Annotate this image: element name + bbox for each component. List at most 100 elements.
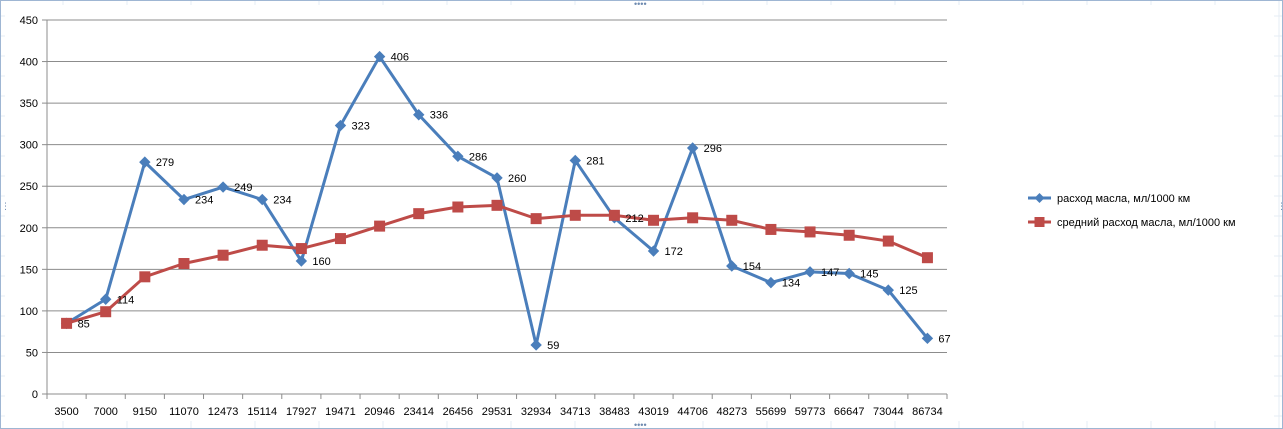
y-tick-label: 150 <box>20 264 38 276</box>
x-tick-label: 19471 <box>325 406 356 418</box>
data-point[interactable] <box>256 239 268 251</box>
data-point[interactable] <box>687 212 699 224</box>
data-point[interactable] <box>882 235 894 247</box>
data-label: 114 <box>117 294 135 306</box>
series-layer <box>60 50 934 351</box>
data-point[interactable] <box>413 208 425 220</box>
data-label: 281 <box>586 155 604 167</box>
data-point[interactable] <box>804 266 816 278</box>
x-tick-label: 9150 <box>133 406 157 418</box>
data-point[interactable] <box>217 181 229 193</box>
x-tick-label: 73044 <box>873 406 904 418</box>
data-point[interactable] <box>921 332 934 345</box>
data-label: 234 <box>195 195 213 207</box>
legend-marker <box>1034 193 1045 203</box>
data-point[interactable] <box>100 306 112 318</box>
data-label: 249 <box>234 182 252 194</box>
data-point[interactable] <box>178 258 190 270</box>
x-tick-label: 86734 <box>912 406 943 418</box>
data-label: 336 <box>430 110 448 122</box>
y-tick-label: 400 <box>20 57 38 69</box>
data-point[interactable] <box>530 339 542 351</box>
data-label: 286 <box>469 151 487 163</box>
data-point[interactable] <box>726 260 738 272</box>
x-tick-label: 32934 <box>521 406 552 418</box>
data-point[interactable] <box>882 284 895 296</box>
data-point[interactable] <box>608 209 620 221</box>
x-tick-label: 48273 <box>716 406 747 418</box>
legend-marker <box>1034 217 1045 227</box>
data-point[interactable] <box>843 267 855 280</box>
data-label: 260 <box>508 173 526 185</box>
data-point[interactable] <box>765 276 777 289</box>
x-tick-label: 12473 <box>208 406 239 418</box>
data-label: 160 <box>312 256 330 268</box>
resize-handle-top[interactable]: •••• <box>634 0 647 9</box>
legend: расход масла, мл/1000 км средний расход м… <box>1028 193 1236 229</box>
data-point[interactable] <box>491 172 503 184</box>
data-point[interactable] <box>413 109 425 121</box>
data-point[interactable] <box>374 220 386 232</box>
y-tick-label: 100 <box>20 306 38 318</box>
data-point[interactable] <box>334 119 347 132</box>
resize-handle-right[interactable]: ⋮ <box>1277 202 1282 211</box>
x-tick-label: 66647 <box>834 406 865 418</box>
data-label: 323 <box>351 121 369 133</box>
data-label: 172 <box>665 246 683 258</box>
data-point[interactable] <box>569 154 581 167</box>
data-point[interactable] <box>452 150 464 163</box>
data-point[interactable] <box>726 214 738 226</box>
data-label: 147 <box>821 267 839 279</box>
data-label: 125 <box>899 285 917 297</box>
x-tick-label: 59773 <box>795 406 826 418</box>
legend-entry-label: расход масла, мл/1000 км <box>1057 193 1190 205</box>
resize-handle-bottom[interactable]: •••• <box>634 420 647 429</box>
data-point[interactable] <box>139 156 151 168</box>
resize-handle-left[interactable]: ⋮ <box>1 202 10 211</box>
data-point[interactable] <box>373 50 386 63</box>
data-point[interactable] <box>61 317 73 329</box>
series-line-2 <box>66 203 929 325</box>
data-label: 234 <box>273 195 291 207</box>
data-point[interactable] <box>256 193 268 206</box>
x-tick-label: 38483 <box>599 406 630 418</box>
data-point[interactable] <box>139 271 151 283</box>
x-tick-label: 23414 <box>403 406 434 418</box>
data-point[interactable] <box>921 252 933 264</box>
data-label: 145 <box>860 268 878 280</box>
data-point[interactable] <box>530 213 542 225</box>
data-label: 67 <box>938 333 950 345</box>
y-tick-label: 50 <box>26 347 38 359</box>
data-point[interactable] <box>452 201 464 213</box>
data-label: 85 <box>78 318 90 330</box>
data-point[interactable] <box>178 193 190 206</box>
data-label: 154 <box>743 261 761 273</box>
data-point[interactable] <box>765 223 777 235</box>
data-point[interactable] <box>295 255 308 267</box>
data-point[interactable] <box>843 229 855 241</box>
data-point[interactable] <box>569 209 581 221</box>
axes <box>42 19 948 399</box>
data-point[interactable] <box>804 226 816 238</box>
y-tick-label: 350 <box>20 98 38 110</box>
data-point[interactable] <box>217 249 229 261</box>
data-point[interactable] <box>334 233 346 245</box>
data-labels: 85 114 279 234 249 234 160 323 406 336 286 260 59 281… <box>78 52 951 352</box>
data-point[interactable] <box>99 293 112 305</box>
x-axis-ticks: 3500 7000 9150 11070 12473 15114 17927 19471 209… <box>54 406 942 418</box>
data-point[interactable] <box>648 214 660 226</box>
y-tick-label: 450 <box>20 15 38 27</box>
data-point[interactable] <box>647 245 660 257</box>
data-point[interactable] <box>295 243 307 255</box>
legend-entry-label: средний расход масла, мл/1000 км <box>1057 217 1236 229</box>
x-tick-label: 34713 <box>560 406 591 418</box>
data-label: 279 <box>156 157 174 169</box>
data-point[interactable] <box>686 142 699 154</box>
x-tick-label: 3500 <box>54 406 78 418</box>
x-tick-label: 20946 <box>364 406 395 418</box>
data-point[interactable] <box>491 199 503 211</box>
gridlines <box>47 19 947 353</box>
